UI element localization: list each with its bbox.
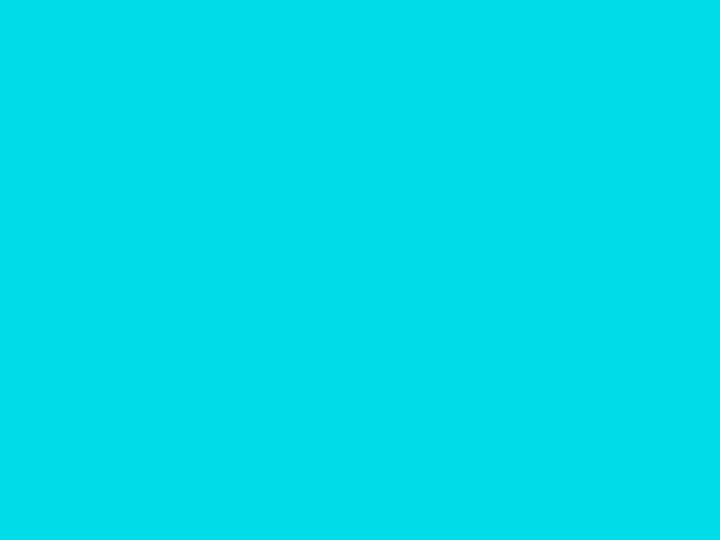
Text: Host B: Host B <box>58 319 93 329</box>
Bar <box>56 356 81 368</box>
Text: Node 3: Node 3 <box>487 229 524 239</box>
Text: CSIT560 by M. Hamdi: CSIT560 by M. Hamdi <box>230 503 390 517</box>
Bar <box>398 289 430 301</box>
Bar <box>318 131 351 150</box>
Bar <box>619 253 641 258</box>
Bar <box>618 369 642 381</box>
Bar <box>619 388 641 393</box>
Bar <box>456 390 487 425</box>
Bar <box>56 234 81 246</box>
Text: 106: 106 <box>621 503 646 517</box>
Bar <box>103 236 139 248</box>
Bar <box>528 242 559 276</box>
Bar <box>161 223 192 258</box>
Text: 計算機科學系    HKUST: 計算機科學系 HKUST <box>89 510 141 516</box>
Text: VC Packet Switching: VC Packet Switching <box>150 23 570 58</box>
Bar <box>252 333 281 344</box>
Bar <box>589 249 621 261</box>
Text: Host C: Host C <box>332 97 366 107</box>
Bar <box>58 374 79 379</box>
Text: Host E: Host E <box>606 332 639 342</box>
Bar <box>315 390 347 425</box>
Bar <box>428 289 457 300</box>
Text: Node 6: Node 6 <box>275 377 312 388</box>
Text: Node 4: Node 4 <box>196 388 233 398</box>
Bar <box>324 153 346 158</box>
Bar <box>210 238 244 250</box>
Bar <box>58 253 79 258</box>
Bar <box>613 231 647 250</box>
Text: Host D: Host D <box>606 197 640 207</box>
Text: Node 7: Node 7 <box>415 377 452 388</box>
Bar <box>485 281 516 293</box>
Bar <box>52 231 85 250</box>
Bar <box>40 483 191 524</box>
Text: COMPUTER SCIENCE: COMPUTER SCIENCE <box>76 500 155 507</box>
Text: Host A: Host A <box>58 197 93 207</box>
Bar <box>618 234 642 246</box>
Bar <box>122 359 154 369</box>
Bar <box>91 359 122 369</box>
Bar <box>613 366 647 385</box>
Bar <box>161 350 192 384</box>
Text: Node 1: Node 1 <box>196 210 233 220</box>
Bar <box>341 291 372 325</box>
Bar <box>319 223 351 258</box>
Text: Node 2: Node 2 <box>279 210 315 220</box>
Text: Node 5: Node 5 <box>300 278 337 288</box>
Bar <box>323 134 347 146</box>
Bar <box>290 271 322 283</box>
Bar <box>52 352 85 372</box>
